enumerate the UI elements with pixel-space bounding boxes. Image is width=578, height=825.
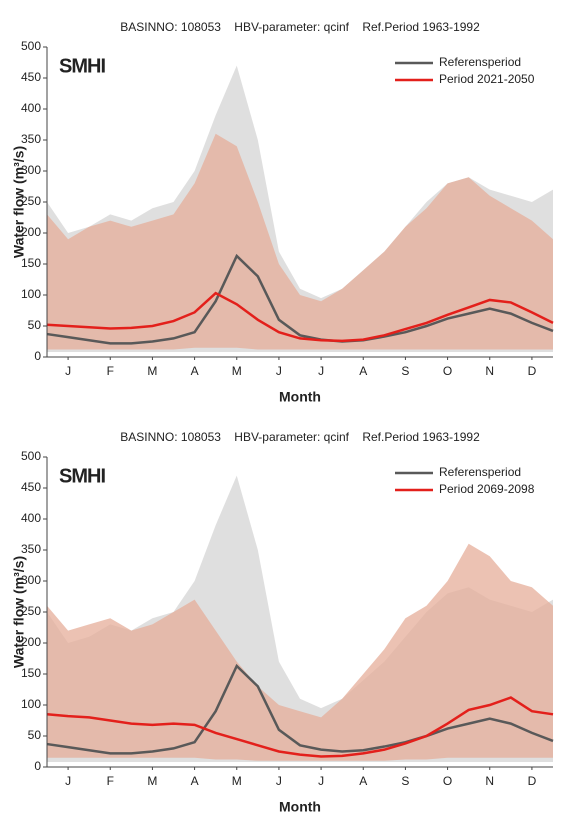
x-tick-label: J (276, 774, 282, 788)
x-tick-label: D (528, 774, 537, 788)
x-tick-label: M (147, 364, 157, 378)
watermark: SMHI (59, 55, 105, 77)
y-tick-label: 300 (21, 573, 41, 587)
y-axis-label: Water flow (m³/s) (11, 556, 27, 668)
x-tick-label: S (401, 774, 409, 788)
x-tick-label: M (232, 774, 242, 788)
legend-label: Referensperiod (439, 465, 521, 479)
y-tick-label: 0 (34, 349, 41, 363)
series-line (46, 291, 554, 343)
x-tick-label: A (191, 774, 199, 788)
x-tick-label: J (276, 364, 282, 378)
y-tick-label: 400 (21, 101, 41, 115)
series-line (46, 663, 554, 755)
y-tick-label: 450 (21, 70, 41, 84)
x-tick-label: F (107, 364, 114, 378)
watermark: SMHI (59, 465, 105, 487)
x-tick-label: N (485, 774, 494, 788)
y-tick-label: 350 (21, 542, 41, 556)
y-tick-label: 450 (21, 480, 41, 494)
y-tick-label: 50 (28, 318, 42, 332)
y-tick-label: 100 (21, 287, 41, 301)
chart: BASINNO: 108053 HBV-parameter: qcinf Ref… (11, 20, 554, 405)
series-line (46, 253, 554, 345)
x-axis-label: Month (279, 799, 321, 815)
x-tick-label: S (401, 364, 409, 378)
x-tick-label: J (318, 774, 324, 788)
chart-title: BASINNO: 108053 HBV-parameter: qcinf Ref… (120, 430, 480, 444)
y-tick-label: 250 (21, 194, 41, 208)
y-axis-label: Water flow (m³/s) (11, 146, 27, 258)
x-tick-label: D (528, 364, 537, 378)
y-tick-label: 500 (21, 449, 41, 463)
x-tick-label: F (107, 774, 114, 788)
y-tick-label: 150 (21, 256, 41, 270)
x-tick-label: O (443, 774, 452, 788)
range-band (47, 543, 553, 761)
y-tick-label: 100 (21, 697, 41, 711)
y-tick-label: 500 (21, 39, 41, 53)
y-tick-label: 50 (28, 728, 42, 742)
legend-label: Referensperiod (439, 55, 521, 69)
y-tick-label: 200 (21, 225, 41, 239)
x-tick-label: J (318, 364, 324, 378)
chart: BASINNO: 108053 HBV-parameter: qcinf Ref… (11, 430, 554, 815)
y-tick-label: 150 (21, 666, 41, 680)
y-tick-label: 250 (21, 604, 41, 618)
legend-label: Period 2069-2098 (439, 482, 535, 496)
x-axis-label: Month (279, 389, 321, 405)
x-tick-label: J (65, 774, 71, 788)
x-tick-label: A (359, 364, 367, 378)
range-band (47, 133, 553, 350)
x-tick-label: A (359, 774, 367, 788)
y-tick-label: 200 (21, 635, 41, 649)
y-tick-label: 400 (21, 511, 41, 525)
x-tick-label: M (232, 364, 242, 378)
y-tick-label: 350 (21, 132, 41, 146)
series-line (46, 696, 554, 758)
y-tick-label: 300 (21, 163, 41, 177)
y-tick-label: 0 (34, 759, 41, 773)
x-tick-label: J (65, 364, 71, 378)
x-tick-label: A (191, 364, 199, 378)
chart-title: BASINNO: 108053 HBV-parameter: qcinf Ref… (120, 20, 480, 34)
legend-label: Period 2021-2050 (439, 72, 535, 86)
x-tick-label: N (485, 364, 494, 378)
x-tick-label: M (147, 774, 157, 788)
x-tick-label: O (443, 364, 452, 378)
